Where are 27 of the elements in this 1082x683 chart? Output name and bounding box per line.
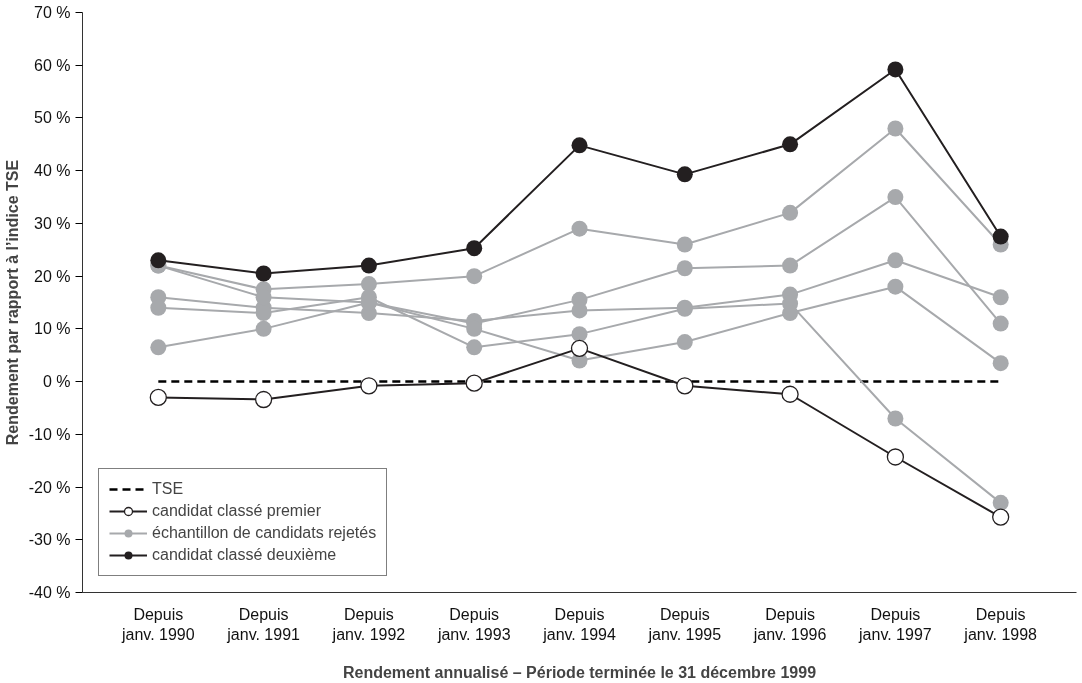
y-tick-label: 50 % [34,109,71,127]
x-axis-title: Rendement annualisé – Période terminée le 31 décembre 1999 [342,663,817,681]
x-tick-label: Depuis janv. 1990 [120,605,195,643]
x-tick-label: Depuis janv. 1991 [226,605,301,643]
y-tick-label: -30 % [28,531,71,549]
y-tick-label: 60 % [34,56,71,74]
legend-label: TSE [152,480,184,498]
x-tick-label: Depuis janv. 1993 [436,605,511,643]
y-tick-label: 20 % [34,267,71,285]
x-tick-label: Depuis janv. 1998 [963,605,1038,643]
legend-label: échantillon de candidats rejetés [152,524,377,542]
y-tick-label: 10 % [34,320,71,338]
y-tick-label: 30 % [34,214,71,232]
legend-label: candidat classé deuxième [152,546,337,564]
y-tick-label: 70 % [34,4,71,21]
x-tick-label: Depuis janv. 1992 [331,605,406,643]
x-tick-label: Depuis janv. 1996 [752,605,827,643]
y-tick-label: -20 % [28,478,71,496]
x-tick-label: Depuis janv. 1997 [858,605,932,643]
x-tick-label: Depuis janv. 1995 [647,605,722,643]
x-tick-label: Depuis janv. 1994 [542,605,616,643]
y-tick-label: -40 % [28,584,71,601]
y-tick-label: 0 % [42,373,71,391]
legend-label: candidat classé premier [152,502,321,520]
y-tick-label: -10 % [28,425,71,443]
y-axis-title: Rendement par rapport à l’indice TSE [3,159,21,446]
y-tick-label: 40 % [34,162,71,180]
